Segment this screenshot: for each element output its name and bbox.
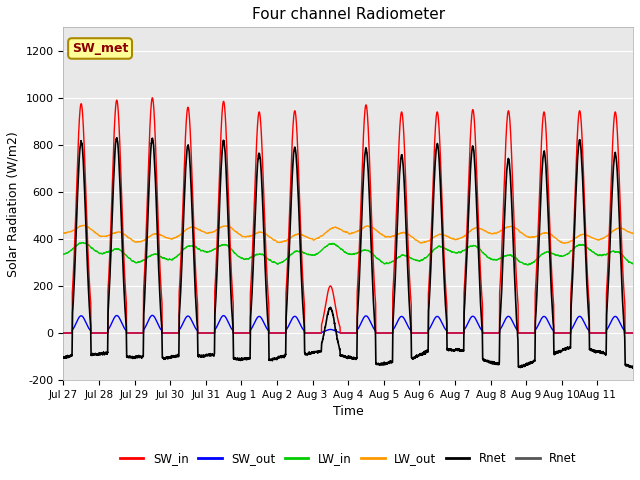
Title: Four channel Radiometer: Four channel Radiometer bbox=[252, 7, 445, 22]
Legend: SW_in, SW_out, LW_in, LW_out, Rnet, Rnet: SW_in, SW_out, LW_in, LW_out, Rnet, Rnet bbox=[115, 448, 581, 470]
Y-axis label: Solar Radiation (W/m2): Solar Radiation (W/m2) bbox=[7, 131, 20, 276]
Text: SW_met: SW_met bbox=[72, 42, 128, 55]
X-axis label: Time: Time bbox=[333, 405, 364, 418]
